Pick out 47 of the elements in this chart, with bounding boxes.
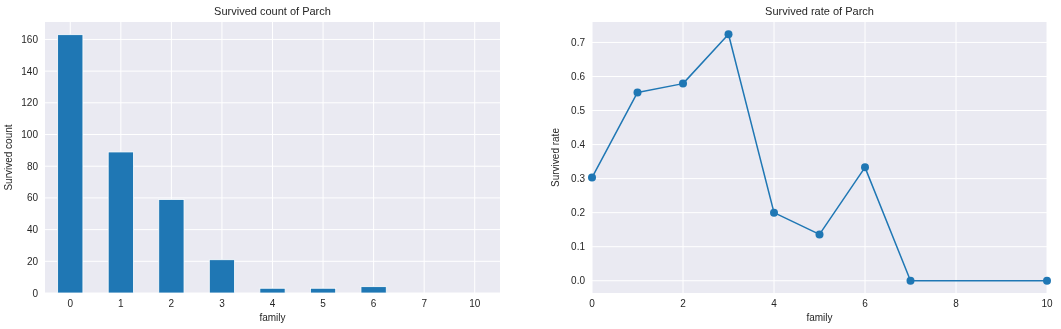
y-tick-label: 120 <box>21 97 39 109</box>
y-tick-label: 160 <box>21 33 39 45</box>
y-tick-label: 0.3 <box>571 173 586 185</box>
point <box>588 173 596 182</box>
x-tick-label: 4 <box>771 298 778 309</box>
x-tick-label: 2 <box>168 298 175 309</box>
y-tick-label: 80 <box>26 160 39 172</box>
x-tick-label: 8 <box>953 298 960 309</box>
y-tick-label: 140 <box>21 65 39 77</box>
x-tick-label: 5 <box>320 298 327 309</box>
point <box>1043 276 1051 285</box>
y-tick-label: 0.1 <box>571 241 586 253</box>
x-tick-label: 0 <box>589 298 596 309</box>
y-tick-label: 0.6 <box>571 70 586 82</box>
y-tick-label: 0.7 <box>571 36 586 48</box>
point <box>815 230 824 239</box>
x-tick-label: 1 <box>118 298 125 309</box>
y-tick-label: 40 <box>26 224 39 236</box>
point <box>724 30 733 39</box>
chart-title: Survived count of Parch <box>214 5 331 17</box>
chart-title: Survived rate of Parch <box>765 5 874 17</box>
y-axis-title: Survived rate <box>550 127 561 187</box>
y-tick-label: 0.4 <box>571 139 586 151</box>
y-axis-title: Survived count <box>3 124 14 191</box>
point <box>679 79 687 88</box>
y-tick-label: 0 <box>32 287 39 299</box>
y-tick-label: 0.0 <box>571 275 586 287</box>
point <box>861 163 869 172</box>
x-tick-label: 2 <box>680 298 687 309</box>
y-tick-label: 0.2 <box>571 207 586 219</box>
x-tick-label: 6 <box>862 298 869 309</box>
x-axis-title: family <box>806 312 833 323</box>
x-tick-label: 6 <box>370 298 377 309</box>
y-tick-label: 60 <box>26 192 39 204</box>
y-tick-label: 0.5 <box>571 105 586 117</box>
x-tick-label: 4 <box>269 298 276 309</box>
point <box>906 276 915 285</box>
x-tick-label: 10 <box>469 298 481 309</box>
x-tick-label: 7 <box>421 298 428 309</box>
x-tick-label: 10 <box>1041 298 1053 309</box>
x-axis-title: family <box>259 312 286 323</box>
x-tick-label: 3 <box>219 298 226 309</box>
point <box>633 88 642 97</box>
y-tick-label: 100 <box>21 129 39 141</box>
point <box>770 208 778 217</box>
y-tick-label: 20 <box>26 255 39 267</box>
x-tick-label: 0 <box>67 298 74 309</box>
